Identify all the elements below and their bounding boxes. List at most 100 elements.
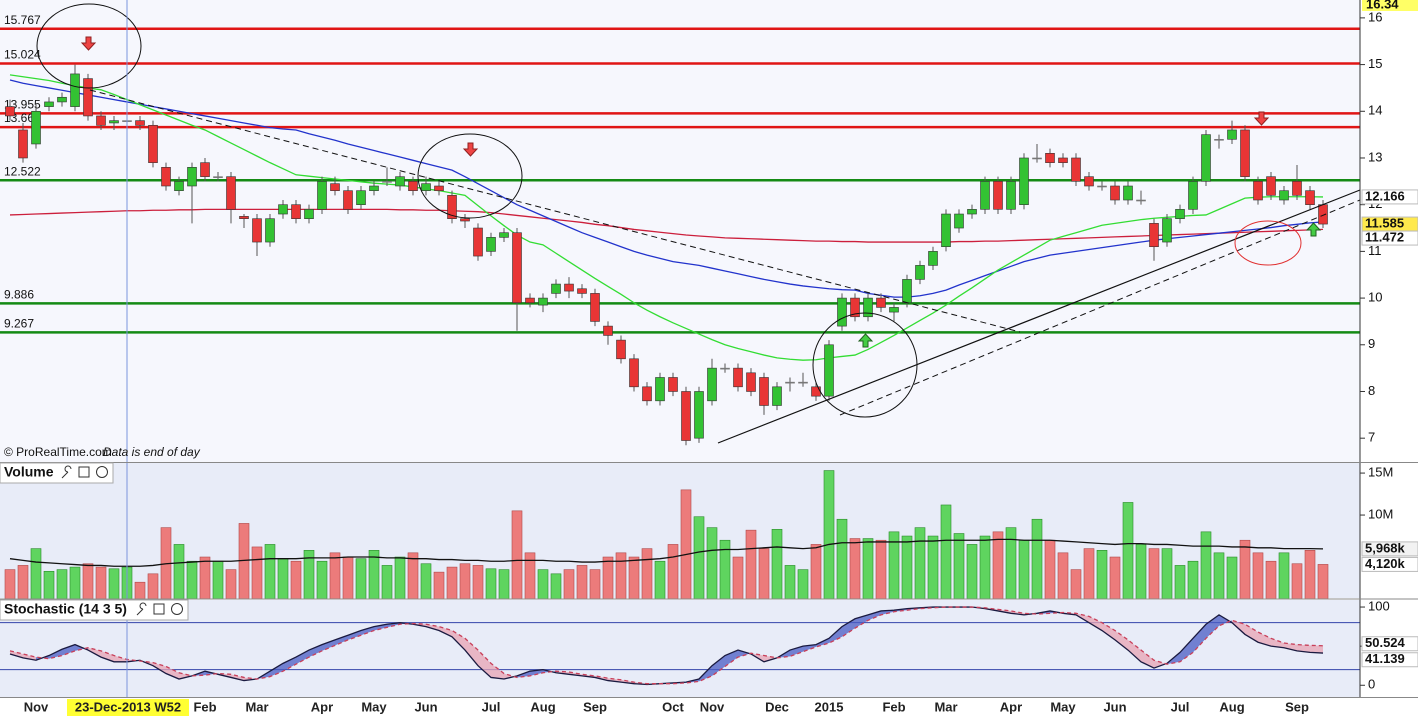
volume-bar [82,563,94,600]
circle-marker [812,312,918,418]
stochastic-fill [348,630,361,640]
stochastic-fill [231,674,244,681]
value-tag [1361,652,1418,668]
candle-body [707,367,717,402]
settings-icon[interactable] [136,602,147,616]
volume-bar [225,569,237,600]
value-tag-label: 12.166 [1365,188,1405,203]
value-tag-label: 41.139 [1365,651,1405,666]
candle-body [1084,176,1094,187]
value-tag [1361,556,1418,572]
candle-body [135,120,145,126]
x-tick-label: Nov [700,699,725,714]
x-tick-label: Mar [934,699,957,714]
candle-body [967,209,977,215]
candle-body [356,190,366,205]
volume-bar [758,548,770,600]
volume-bar [927,535,939,600]
stochastic-fill [1310,645,1323,654]
candle-body [642,386,652,402]
candle-body [291,204,301,219]
volume-bar [1096,550,1108,600]
volume-bar [1213,552,1225,600]
x-tick-label: Sep [583,699,607,714]
candle-body [1253,181,1263,201]
panel-icons[interactable] [61,465,108,479]
volume-bar [1187,560,1199,600]
arrow-down [1253,111,1270,126]
candle-body [31,110,41,145]
candle-body [5,106,15,117]
volume-bar [706,527,718,600]
candle-body [161,167,171,187]
panel-icons[interactable] [136,602,183,616]
settings-icon[interactable] [61,465,72,479]
volume-bar [836,518,848,600]
volume-bar [550,573,562,600]
volume-bar [979,535,991,600]
candle-body [1162,218,1172,243]
y-tick-label: 10M [1368,506,1393,521]
level-label: 15.767 [4,13,41,27]
candle-body [590,293,600,322]
volume-bar [589,569,601,600]
volume-bar [1226,556,1238,600]
candle-body [486,237,496,252]
x-tick-label: 2015 [815,699,844,714]
window-icon[interactable] [153,603,165,615]
candle-body [538,297,548,306]
candle-body [1240,129,1250,177]
volume-bar [173,544,185,600]
x-tick-label: Apr [1000,699,1022,714]
stochastic-fill [1115,630,1128,651]
value-tag [1361,189,1418,205]
stochastic-fill [1128,639,1141,662]
arrow-down [80,36,97,51]
circle-marker [1234,220,1302,266]
volume-bar [732,556,744,600]
candle-body [720,367,730,370]
candle-body [1227,129,1237,140]
candle-body [239,216,249,219]
volume-bar [810,544,822,600]
cursor-label: 23-Dec-2013 W52 [75,699,181,714]
stochastic-fill [829,626,842,644]
x-tick-label: May [361,699,387,714]
stochastic-fill [23,653,36,661]
candle-body [902,279,912,304]
volume-bar [576,565,588,600]
stochastic-fill [374,624,387,631]
volume-bar [251,546,263,600]
candle-body [629,358,639,388]
candle-body [1214,138,1224,141]
window-icon[interactable] [78,466,90,478]
candle-body [226,176,236,210]
level-label: 9.886 [4,288,34,302]
x-tick-label: Jul [482,699,501,714]
stochastic-fill [790,646,803,657]
stochastic-fill [101,650,114,662]
close-icon[interactable] [171,603,183,615]
panel-title: Volume [4,464,54,480]
volume-bar [147,573,159,600]
stochastic-fill [712,655,725,676]
stochastic-fill [283,657,296,672]
note: Data is end of day [103,445,201,459]
stochastic-fill [49,649,62,659]
volume-bar [1083,548,1095,600]
volume-bar [615,552,627,600]
trend-line [89,89,1021,333]
candle-body [993,181,1003,210]
y-tick-label: 16 [1368,9,1382,24]
candle-body [57,96,67,103]
candle-body [837,297,847,327]
candle-body [980,181,990,210]
candle-body [278,204,288,215]
panel-title: Stochastic (14 3 5) [4,601,127,617]
candle-body [668,377,678,392]
volume-bar [667,544,679,600]
volume-bar [1239,539,1251,600]
close-icon[interactable] [96,466,108,478]
y-tick-label: 9 [1368,336,1375,351]
volume-bar [446,566,458,600]
